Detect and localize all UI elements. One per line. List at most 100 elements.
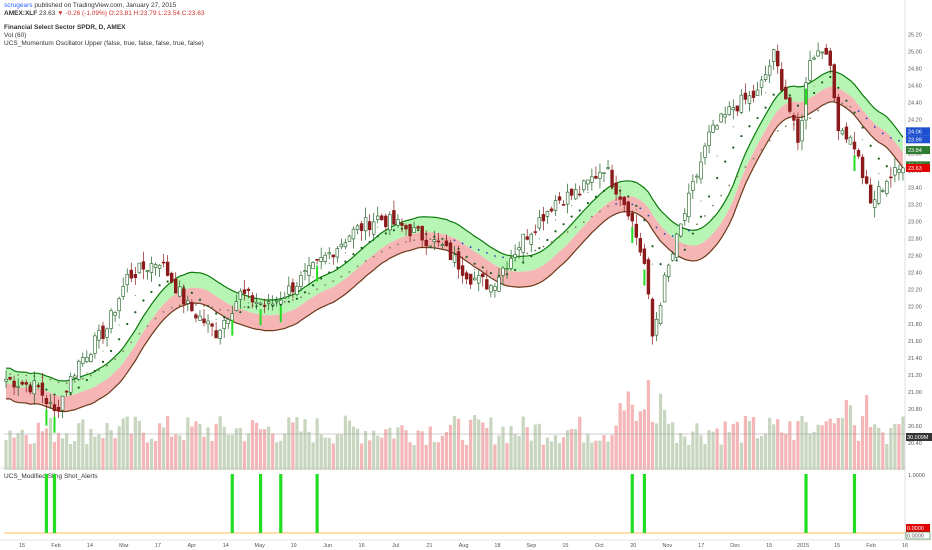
- ema-slow-dot: [841, 102, 844, 105]
- candle-body: [52, 404, 57, 412]
- ema-dot: [239, 310, 242, 314]
- publisher-line: scrugears published on TradingView.com, …: [4, 2, 176, 9]
- candle-body: [311, 261, 315, 270]
- sling-shot-alert-bar: [642, 474, 646, 533]
- time-tick-label: Sep: [527, 543, 537, 549]
- volume-bar: [848, 405, 853, 470]
- volume-bar: [335, 434, 339, 470]
- volume-bar: [703, 444, 707, 470]
- candle-body: [24, 382, 28, 385]
- volume-bar: [812, 431, 816, 470]
- ema-dot: [885, 165, 888, 168]
- candle-body: [89, 354, 93, 362]
- volume-bar: [695, 423, 699, 470]
- price-tick-label: 21.00: [908, 390, 922, 396]
- publisher-user[interactable]: scrugears: [4, 2, 33, 9]
- volume-bar: [258, 429, 263, 470]
- price-tag-label: 23.84: [908, 148, 922, 154]
- volume-bar: [594, 440, 598, 470]
- upper-band-area: [6, 71, 903, 397]
- sling-shot-alert-bar: [230, 474, 234, 533]
- ema-slow-dot: [687, 229, 690, 232]
- candle-body: [408, 224, 412, 237]
- volume-bar: [776, 418, 780, 470]
- ema-dot: [311, 284, 315, 287]
- volume-bar: [897, 424, 901, 470]
- ema-slow-dot: [574, 226, 577, 228]
- price-tick-label: 23.20: [908, 203, 922, 209]
- ema-slow-dot: [768, 139, 771, 142]
- ema-dot-light: [700, 200, 702, 202]
- volume-bar: [654, 423, 659, 470]
- candle-body: [529, 233, 533, 245]
- candle-body: [202, 318, 206, 324]
- ema-slow-dot: [372, 255, 375, 258]
- ema-dot-light: [813, 85, 815, 87]
- volume-bar: [85, 444, 89, 470]
- volume-bar: [267, 426, 271, 470]
- ema-dot: [675, 259, 678, 262]
- ema-slow-dot: [671, 235, 674, 238]
- ema-dot: [546, 238, 549, 242]
- candle-body: [424, 239, 428, 247]
- volume-bar: [242, 441, 247, 470]
- volume-bar: [28, 444, 32, 470]
- candle-body: [820, 51, 824, 54]
- candle-body: [662, 274, 667, 303]
- ema-slow-dot: [73, 380, 76, 383]
- ema-slow-dot: [162, 311, 165, 313]
- candle-body: [493, 286, 497, 291]
- volume-bar: [650, 421, 655, 470]
- ema-dot-light: [344, 252, 347, 254]
- ema-dot: [360, 246, 363, 249]
- volume-bar: [865, 395, 869, 470]
- candles: [4, 42, 905, 433]
- candle-body: [182, 288, 186, 305]
- volume-bar: [836, 418, 840, 470]
- sling-shot-alert-bar: [52, 474, 57, 533]
- candle-body: [371, 221, 376, 235]
- sling-shot-panel: 1.0000: [0, 467, 925, 534]
- candle-body: [404, 225, 408, 230]
- ema-dot-light: [102, 350, 104, 352]
- candle-body: [16, 385, 20, 388]
- candle-body: [327, 252, 331, 255]
- ema-dot-light: [199, 302, 201, 304]
- ema-slow-dot: [809, 117, 811, 120]
- time-tick-label: Jul: [392, 543, 399, 549]
- volume-bar: [141, 432, 146, 470]
- candle-body: [489, 285, 493, 293]
- ema-dot: [53, 393, 56, 396]
- candle-body: [137, 262, 142, 274]
- price-tick-label: 23.00: [908, 220, 922, 226]
- candle-body: [545, 211, 550, 217]
- volume-bar: [428, 426, 432, 470]
- volume-bar: [40, 431, 44, 470]
- ema-dot-light: [861, 139, 864, 141]
- price-tick-label: 23.80: [908, 151, 922, 157]
- ema-dot: [861, 126, 864, 129]
- volume-bar: [109, 430, 113, 470]
- price-tick-label: 22.20: [908, 288, 922, 294]
- ema-slow-dot: [898, 139, 900, 142]
- ema-slow-dot: [106, 364, 108, 367]
- candle-body: [509, 258, 513, 269]
- time-tick-label: Apr: [188, 543, 197, 549]
- ema-dot: [392, 229, 395, 232]
- candle-body: [780, 69, 784, 91]
- volume-bar: [238, 427, 242, 470]
- volume-bar: [319, 434, 323, 470]
- volume-bar: [772, 424, 776, 470]
- time-tick-label: May: [255, 543, 266, 549]
- candle-body: [117, 298, 121, 312]
- price-tick-label: 24.60: [908, 83, 922, 89]
- ema-slow-dot: [494, 255, 496, 257]
- candle-body: [279, 299, 283, 305]
- ema-dot-light: [635, 209, 637, 211]
- ema-slow-dot: [227, 309, 230, 312]
- volume-bar: [396, 427, 400, 470]
- panel-zero-tag-label: 0.0000: [907, 534, 924, 540]
- price-tick-label: 20.40: [908, 441, 922, 447]
- volume-bar: [755, 438, 760, 470]
